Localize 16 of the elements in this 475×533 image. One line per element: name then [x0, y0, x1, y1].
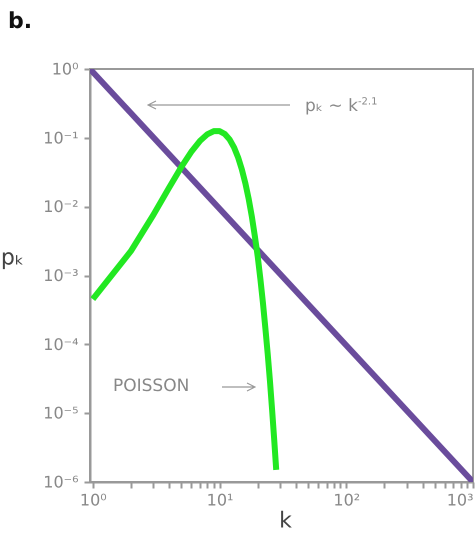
y-axis-title: pₖ [0, 246, 24, 270]
y-tick-label: 10⁰ [52, 60, 78, 78]
chart-title: b. [8, 9, 32, 34]
y-tick-label: 10⁻⁶ [43, 472, 78, 492]
annotation: pₖ ~ k$^{-2.1}$ [305, 96, 378, 116]
x-tick-label: 10¹ [206, 490, 234, 510]
x-tick-label: 10² [333, 490, 360, 510]
y-tick-label: 10⁻¹ [43, 128, 78, 148]
y-tick-label: 10⁻³ [43, 266, 78, 285]
x-axis-title: k [279, 508, 292, 533]
x-tick-label: 10³ [446, 490, 474, 510]
y-tick-label: 10⁻⁵ [43, 404, 78, 423]
y-tick-label: 10⁻² [43, 197, 78, 216]
y-tick-label: 10⁻⁴ [43, 334, 78, 354]
x-tick-label: 10⁰ [80, 490, 107, 510]
annotation: POISSON [113, 376, 190, 396]
